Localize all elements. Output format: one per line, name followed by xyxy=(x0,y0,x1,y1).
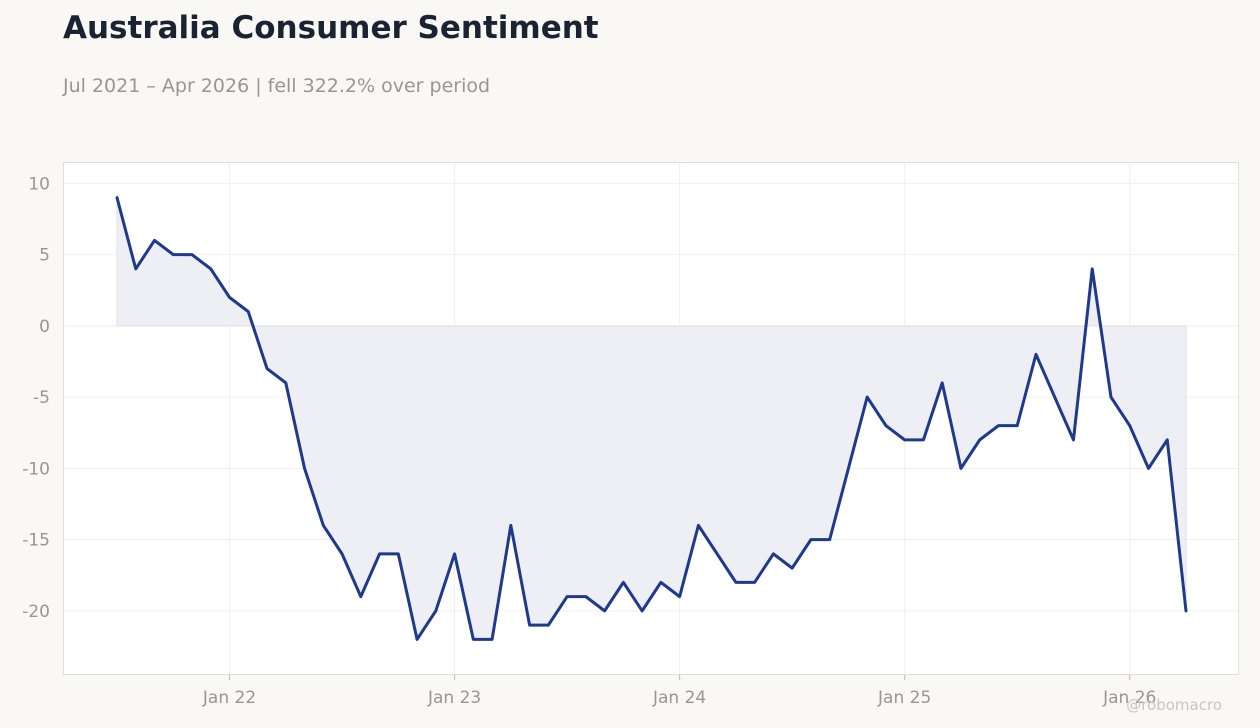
data-point-2023-02 xyxy=(471,637,475,641)
y-tick-label: -10 xyxy=(22,459,50,479)
chart-subtitle: Jul 2021 – Apr 2026 | fell 322.2% over p… xyxy=(63,75,491,97)
data-point-2024-01 xyxy=(678,595,682,599)
data-point-2026-02 xyxy=(1146,466,1150,470)
data-point-2022-04 xyxy=(284,381,288,385)
data-point-2021-12 xyxy=(209,267,213,271)
series-line xyxy=(115,196,1188,641)
data-point-2024-06 xyxy=(771,552,775,556)
data-point-2023-07 xyxy=(565,595,569,599)
data-point-2022-10 xyxy=(396,552,400,556)
data-point-2023-06 xyxy=(546,623,550,627)
y-tick-label: 5 xyxy=(39,246,50,266)
y-tick-label: -5 xyxy=(33,388,50,408)
y-tick-label: 10 xyxy=(28,174,50,194)
data-point-2025-09 xyxy=(1053,395,1057,399)
data-point-2026-01 xyxy=(1128,424,1132,428)
data-point-2021-08 xyxy=(134,267,138,271)
data-point-2022-03 xyxy=(265,367,269,371)
data-point-2024-11 xyxy=(865,395,869,399)
data-point-2021-10 xyxy=(171,253,175,257)
data-point-2025-07 xyxy=(1015,424,1019,428)
y-tick-label: -15 xyxy=(22,531,50,551)
data-point-2022-12 xyxy=(434,609,438,613)
data-point-2022-02 xyxy=(246,310,250,314)
data-point-2021-09 xyxy=(153,238,157,242)
y-axis: 10 5 0 -5 -10 -15 -20 xyxy=(22,174,50,622)
data-point-2022-08 xyxy=(359,595,363,599)
data-point-2025-01 xyxy=(903,438,907,442)
data-point-2023-04 xyxy=(509,523,513,527)
data-point-2025-08 xyxy=(1034,352,1038,356)
y-tick-label: 0 xyxy=(39,317,50,337)
data-point-2023-03 xyxy=(490,637,494,641)
data-point-2023-05 xyxy=(528,623,532,627)
data-point-2023-11 xyxy=(640,609,644,613)
data-point-2024-08 xyxy=(809,538,813,542)
data-point-2025-04 xyxy=(959,466,963,470)
data-point-2024-10 xyxy=(846,466,850,470)
data-point-2023-10 xyxy=(621,580,625,584)
data-point-2026-03 xyxy=(1165,438,1169,442)
plot-border xyxy=(63,162,1239,675)
data-point-2022-05 xyxy=(303,466,307,470)
x-tick-label: Jan 22 xyxy=(202,688,256,708)
data-point-2022-09 xyxy=(378,552,382,556)
data-point-2022-06 xyxy=(321,523,325,527)
data-point-2024-04 xyxy=(734,580,738,584)
data-point-2025-11 xyxy=(1090,267,1094,271)
data-point-2023-12 xyxy=(659,580,663,584)
data-point-2024-12 xyxy=(884,424,888,428)
data-point-2022-11 xyxy=(415,637,419,641)
data-point-2024-02 xyxy=(696,523,700,527)
data-point-2023-01 xyxy=(453,552,457,556)
data-point-2025-12 xyxy=(1109,395,1113,399)
data-point-2022-07 xyxy=(340,552,344,556)
data-point-2024-07 xyxy=(790,566,794,570)
x-axis: Jan 22 Jan 23 Jan 24 Jan 25 Jan 26 xyxy=(202,675,1156,708)
data-point-2026-04 xyxy=(1184,609,1188,613)
y-tick-label: -20 xyxy=(22,602,50,622)
data-point-2024-09 xyxy=(828,538,832,542)
data-point-2024-05 xyxy=(753,580,757,584)
x-tick-label: Jan 25 xyxy=(877,688,931,708)
data-point-2023-09 xyxy=(603,609,607,613)
data-point-2022-01 xyxy=(228,295,232,299)
credit-label: @robomacro xyxy=(1126,696,1222,714)
data-point-2024-03 xyxy=(715,552,719,556)
chart-title: Australia Consumer Sentiment xyxy=(63,10,599,46)
data-point-2025-10 xyxy=(1071,438,1075,442)
x-tick-label: Jan 23 xyxy=(427,688,481,708)
data-point-2021-11 xyxy=(190,253,194,257)
data-point-2023-08 xyxy=(584,595,588,599)
data-point-2025-05 xyxy=(978,438,982,442)
data-point-2025-02 xyxy=(921,438,925,442)
x-tick-label: Jan 24 xyxy=(652,688,706,708)
data-point-2021-07 xyxy=(115,196,119,200)
data-point-2025-06 xyxy=(996,424,1000,428)
x-tick-label: Jan 26 xyxy=(1102,688,1156,708)
data-point-2025-03 xyxy=(940,381,944,385)
